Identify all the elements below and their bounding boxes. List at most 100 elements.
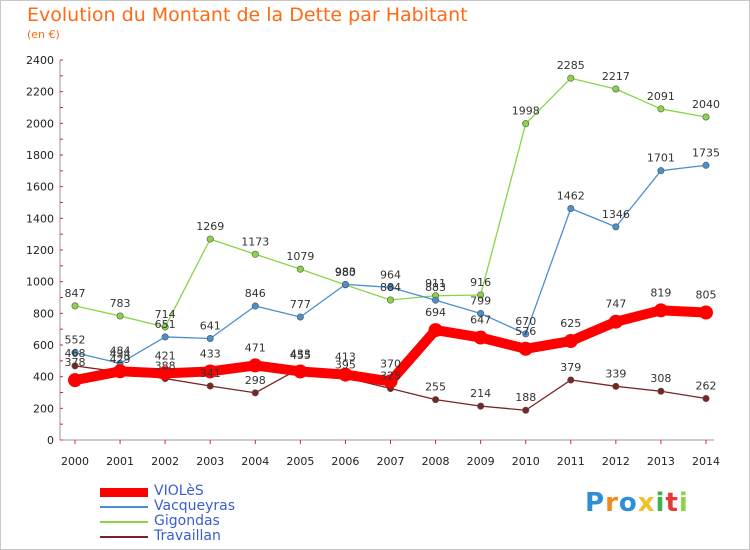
data-label-travaillan: 298 (245, 374, 266, 387)
data-point-vacqueyras (567, 205, 575, 213)
chart-title: Evolution du Montant de la Dette par Hab… (27, 4, 468, 26)
data-label-travaillan: 188 (515, 391, 536, 404)
data-label-vacqueyras: 1462 (557, 190, 585, 203)
y-tick-label: 0 (47, 434, 54, 447)
y-tick-label: 2000 (26, 117, 54, 130)
data-label-gigondas: 1173 (241, 235, 269, 248)
data-label-travaillan: 255 (425, 381, 446, 394)
data-label-vacqueyras: 1346 (602, 208, 630, 221)
data-point-vacqueyras (296, 313, 304, 321)
legend-swatch (100, 487, 148, 497)
data-label-viol-s: 370 (380, 357, 401, 370)
x-tick-label: 2013 (647, 455, 675, 468)
data-point-travaillan (522, 406, 530, 414)
series-layer (68, 74, 713, 414)
data-label-travaillan: 395 (335, 358, 356, 371)
chart-unit-label: (en €) (27, 28, 60, 41)
data-point-vacqueyras (612, 223, 620, 231)
y-tick-label: 600 (33, 339, 54, 352)
data-point-travaillan (477, 402, 485, 410)
legend-swatch (100, 521, 148, 523)
data-label-gigondas: 783 (110, 297, 131, 310)
data-point-gigondas (296, 265, 304, 273)
data-point-viol-s (203, 364, 218, 379)
x-tick-label: 2000 (61, 455, 89, 468)
data-label-viol-s: 576 (515, 325, 536, 338)
data-point-travaillan (71, 362, 79, 370)
data-label-gigondas: 2091 (647, 90, 675, 103)
x-tick-label: 2008 (422, 455, 450, 468)
data-label-viol-s: 378 (65, 356, 86, 369)
x-tick-label: 2004 (241, 455, 269, 468)
x-tick-label: 2011 (557, 455, 585, 468)
data-point-gigondas (522, 120, 530, 128)
data-label-viol-s: 421 (155, 349, 176, 362)
data-label-vacqueyras: 1735 (692, 146, 720, 159)
data-label-gigondas: 2285 (557, 59, 585, 72)
data-point-viol-s (68, 373, 82, 388)
y-tick-label: 1600 (26, 181, 54, 194)
data-point-gigondas (386, 296, 394, 304)
data-label-gigondas: 847 (65, 287, 86, 300)
data-label-viol-s: 413 (335, 351, 356, 364)
legend-label: VIOLèS (154, 483, 204, 499)
data-label-viol-s: 694 (425, 306, 446, 319)
x-tick-label: 2001 (106, 455, 134, 468)
data-point-gigondas (251, 250, 259, 258)
data-point-gigondas (612, 85, 620, 93)
data-point-travaillan (206, 382, 214, 390)
data-point-viol-s (473, 330, 488, 345)
data-label-travaillan: 388 (155, 360, 176, 373)
data-point-viol-s (158, 366, 173, 381)
data-label-vacqueyras: 799 (470, 294, 491, 307)
data-point-gigondas (657, 105, 665, 113)
data-point-viol-s (653, 303, 668, 318)
data-point-viol-s (518, 341, 533, 356)
data-point-gigondas (206, 235, 214, 243)
y-tick-label: 200 (33, 402, 54, 415)
data-label-vacqueyras: 1701 (647, 152, 675, 165)
data-point-vacqueyras (161, 333, 169, 341)
y-tick-label: 2400 (26, 54, 54, 67)
data-label-gigondas: 884 (380, 281, 401, 294)
data-point-travaillan (251, 389, 259, 397)
data-point-gigondas (71, 302, 79, 310)
data-label-viol-s: 625 (560, 317, 581, 330)
data-label-gigondas: 1079 (286, 250, 314, 263)
data-point-vacqueyras (341, 280, 349, 288)
axes: 0 200 400 600 800 1000 1200 1400 1600 1800 2000 220… (26, 54, 720, 468)
data-label-travaillan: 379 (560, 361, 581, 374)
data-label-gigondas: 2217 (602, 70, 630, 83)
y-tick-label: 1200 (26, 244, 54, 257)
data-point-vacqueyras (71, 349, 79, 357)
series-line-vacqueyras (74, 164, 707, 365)
legend-swatch (100, 536, 148, 538)
y-tick-label: 1400 (26, 212, 54, 225)
data-label-gigondas: 714 (155, 308, 176, 321)
data-label-gigondas: 980 (335, 266, 356, 279)
data-label-viol-s: 647 (470, 314, 491, 327)
data-point-viol-s (428, 323, 443, 338)
data-point-travaillan (657, 387, 665, 395)
legend-label: Vacqueyras (154, 498, 236, 514)
data-label-gigondas: 916 (470, 276, 491, 289)
data-point-gigondas (567, 74, 575, 82)
data-label-viol-s: 819 (650, 286, 671, 299)
data-point-viol-s (383, 374, 398, 389)
y-tick-label: 2200 (26, 86, 54, 99)
data-label-vacqueyras: 670 (515, 315, 536, 328)
data-point-vacqueyras (477, 309, 485, 317)
y-tick-label: 400 (33, 371, 54, 384)
data-point-vacqueyras (386, 283, 394, 291)
proxiti-logo: Proxiti (585, 488, 689, 518)
data-point-gigondas (116, 312, 124, 320)
data-label-gigondas: 911 (425, 277, 446, 290)
data-label-vacqueyras: 552 (65, 334, 86, 347)
data-label-viol-s: 747 (605, 298, 626, 311)
data-label-travaillan: 325 (380, 370, 401, 383)
data-label-travaillan: 214 (470, 387, 491, 400)
legend-label: Gigondas (154, 513, 220, 529)
data-label-vacqueyras: 964 (380, 268, 401, 281)
data-point-viol-s (113, 364, 128, 379)
